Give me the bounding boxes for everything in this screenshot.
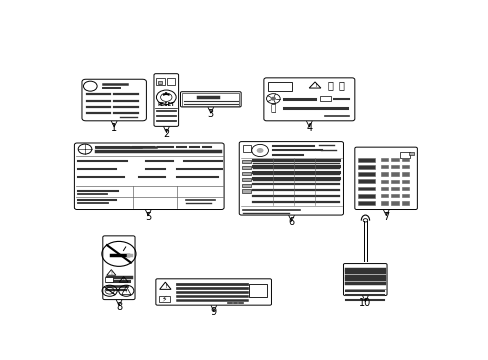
Bar <box>357 194 374 198</box>
Bar <box>408 152 413 156</box>
Bar <box>390 158 398 161</box>
Bar <box>242 160 250 163</box>
Text: RESET: RESET <box>157 102 175 107</box>
Bar <box>357 172 374 176</box>
Text: 🔒: 🔒 <box>326 81 332 91</box>
Bar <box>242 177 250 181</box>
Bar <box>357 186 374 190</box>
Text: 9: 9 <box>210 307 217 318</box>
Bar <box>401 187 408 190</box>
Text: 1: 1 <box>111 123 117 133</box>
FancyBboxPatch shape <box>239 141 343 215</box>
Bar <box>380 194 387 197</box>
Bar <box>357 165 374 169</box>
Bar <box>401 201 408 204</box>
Bar <box>104 276 113 282</box>
Text: !: ! <box>122 278 124 282</box>
Bar <box>242 189 250 193</box>
Bar <box>380 172 387 176</box>
Bar <box>380 158 387 161</box>
Bar <box>390 187 398 190</box>
Bar <box>249 284 266 297</box>
FancyBboxPatch shape <box>354 147 417 210</box>
Bar <box>401 158 408 161</box>
Bar <box>357 179 374 183</box>
FancyBboxPatch shape <box>102 236 135 300</box>
FancyBboxPatch shape <box>154 74 178 126</box>
Bar <box>400 152 409 158</box>
Bar <box>380 180 387 183</box>
Text: !: ! <box>163 284 166 289</box>
Bar <box>401 194 408 197</box>
Bar <box>156 77 164 85</box>
Bar <box>401 172 408 176</box>
FancyBboxPatch shape <box>343 264 386 296</box>
Bar <box>380 187 387 190</box>
Circle shape <box>270 97 275 100</box>
Bar <box>267 82 292 91</box>
Bar <box>390 165 398 168</box>
Bar <box>319 96 331 100</box>
Bar <box>243 145 251 152</box>
Bar <box>166 77 175 85</box>
Text: ⚡: ⚡ <box>161 294 166 303</box>
Bar <box>401 180 408 183</box>
Text: 4: 4 <box>305 123 312 133</box>
Text: 7: 7 <box>383 212 388 222</box>
FancyBboxPatch shape <box>156 279 271 305</box>
Text: 8: 8 <box>116 302 122 312</box>
Bar <box>390 194 398 197</box>
Bar <box>380 201 387 204</box>
Bar <box>159 296 169 302</box>
Text: !: ! <box>313 84 316 89</box>
Text: 3: 3 <box>207 109 213 119</box>
Bar <box>390 172 398 176</box>
Text: !: ! <box>125 290 127 294</box>
Bar <box>182 93 239 105</box>
Bar <box>390 201 398 204</box>
Circle shape <box>256 148 263 153</box>
FancyBboxPatch shape <box>180 92 241 107</box>
Bar <box>158 81 162 84</box>
Text: 🚶: 🚶 <box>338 81 344 91</box>
FancyBboxPatch shape <box>264 78 354 121</box>
Bar <box>357 201 374 205</box>
Text: 2: 2 <box>163 129 169 139</box>
FancyBboxPatch shape <box>82 79 146 121</box>
Text: !: ! <box>110 271 112 276</box>
Bar <box>357 158 374 162</box>
Bar <box>390 180 398 183</box>
Bar <box>242 184 250 187</box>
Bar <box>242 166 250 169</box>
Text: 6: 6 <box>288 217 294 227</box>
Bar <box>242 172 250 175</box>
Bar <box>401 165 408 168</box>
Bar <box>380 165 387 168</box>
Text: 5: 5 <box>145 212 151 222</box>
FancyBboxPatch shape <box>74 143 224 210</box>
Text: 🚗: 🚗 <box>270 104 275 113</box>
Text: 10: 10 <box>359 298 371 308</box>
